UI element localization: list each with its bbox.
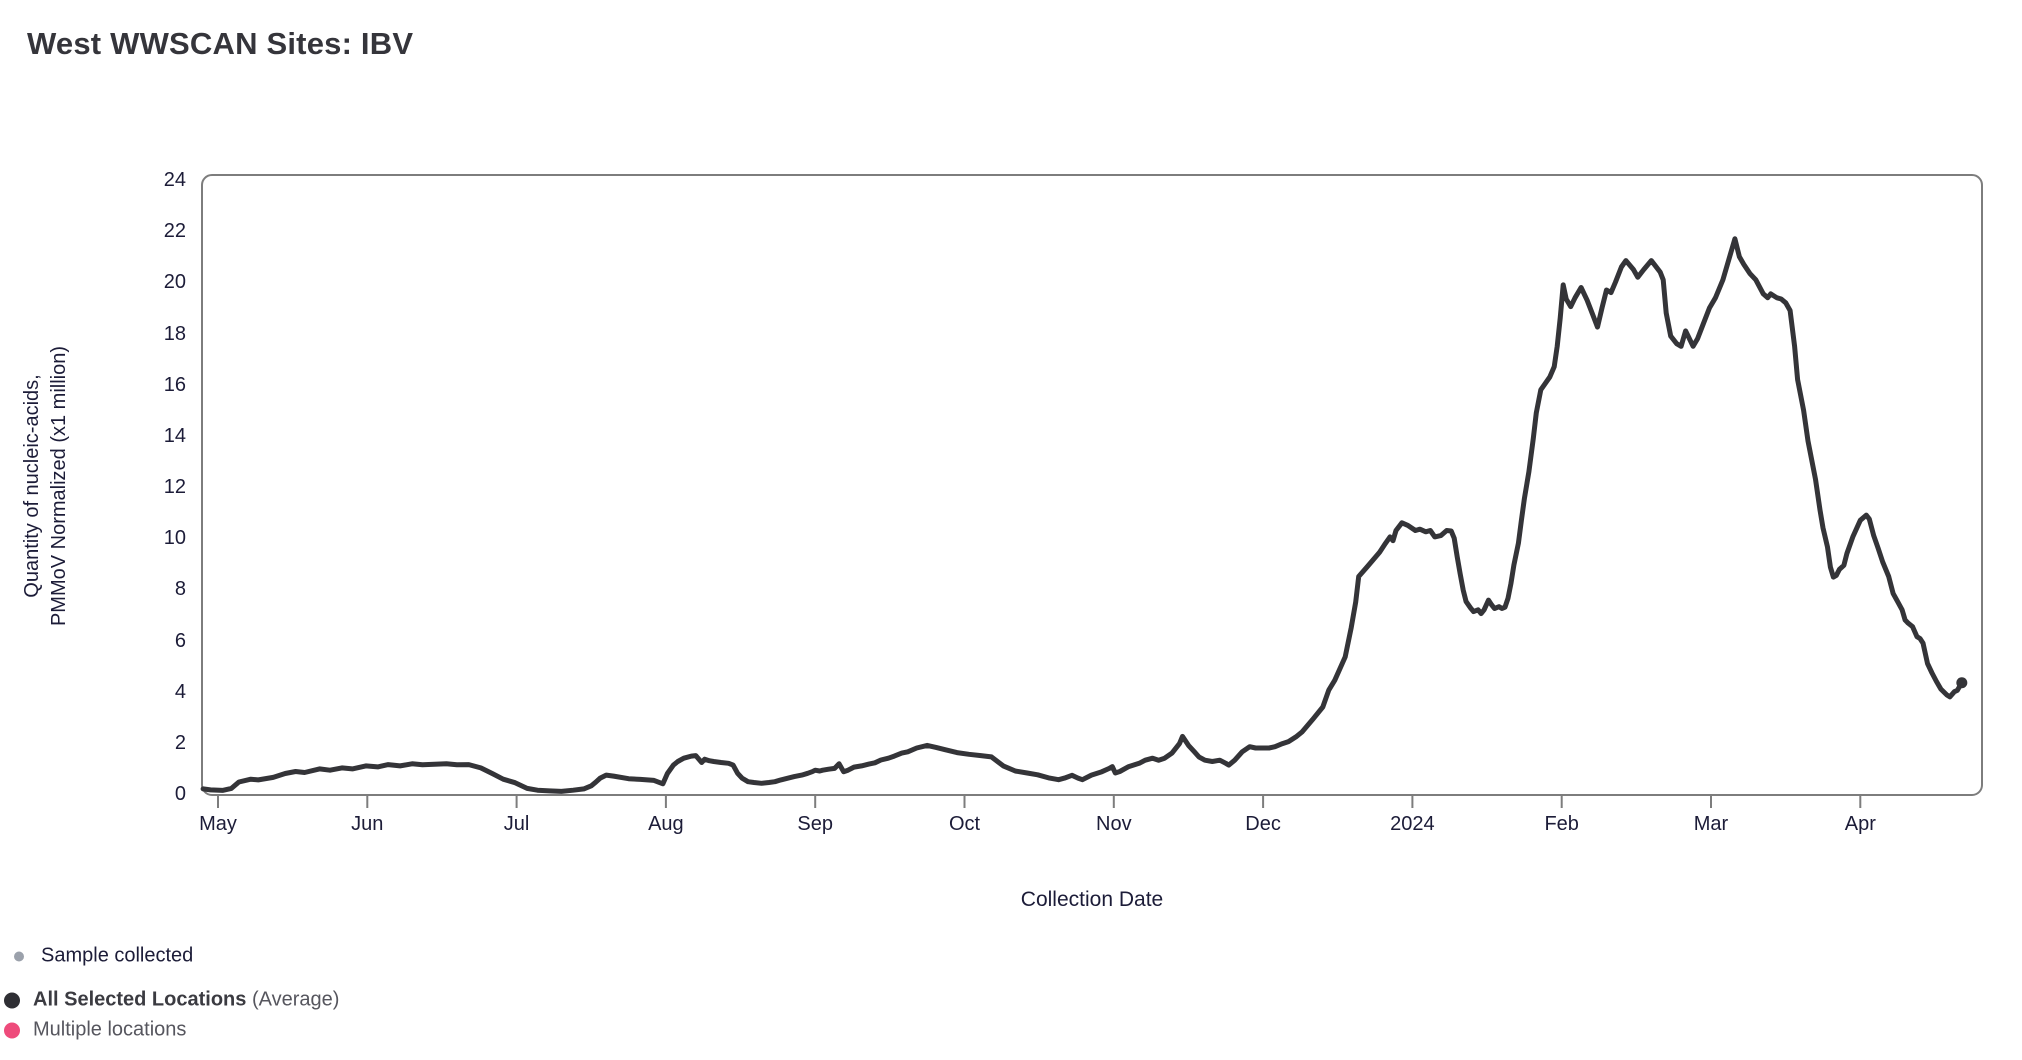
x-axis-label: Collection Date bbox=[1020, 888, 1164, 911]
x-tick-label: Oct bbox=[948, 813, 981, 835]
y-tick-label: 20 bbox=[163, 271, 186, 294]
x-tick-label: 2024 bbox=[1390, 813, 1435, 835]
y-tick-label: 24 bbox=[163, 169, 186, 191]
all-selected-locations-dot-icon bbox=[4, 992, 20, 1008]
sample-collected-dot-icon bbox=[14, 951, 24, 961]
y-tick-label: 12 bbox=[163, 476, 186, 498]
x-tick-label: Aug bbox=[648, 813, 684, 835]
y-tick-label: 8 bbox=[174, 578, 186, 601]
y-tick-label: 14 bbox=[163, 424, 186, 447]
x-tick-label: Dec bbox=[1245, 813, 1281, 835]
y-tick-label: 10 bbox=[163, 527, 186, 550]
legend-label-suffix: (Average) bbox=[246, 988, 340, 1011]
y-tick-label: 6 bbox=[174, 629, 186, 652]
x-tick-label: Sep bbox=[797, 813, 833, 835]
legend-label-multiple-locations: Multiple locations bbox=[33, 1018, 187, 1041]
legend-label-all-selected-locations: All Selected Locations (Average) bbox=[33, 989, 339, 1012]
x-tick-label: Jul bbox=[503, 813, 530, 835]
y-tick-label: 2 bbox=[174, 731, 186, 754]
y-tick-label: 22 bbox=[163, 220, 186, 243]
y-tick-label: 4 bbox=[174, 680, 186, 703]
legend-row-multiple-locations: Multiple locations bbox=[4, 1019, 186, 1042]
x-tick-label: Nov bbox=[1096, 813, 1132, 835]
y-tick-label: 0 bbox=[174, 783, 186, 805]
x-tick-label: May bbox=[199, 813, 237, 835]
x-tick-label: Apr bbox=[1844, 813, 1876, 835]
legend-label-bold: All Selected Locations bbox=[33, 988, 247, 1011]
x-tick-label: Mar bbox=[1693, 813, 1729, 835]
page-title: West WWSCAN Sites: IBV bbox=[27, 26, 414, 61]
y-tick-label: 18 bbox=[163, 322, 186, 345]
y-tick-label: 16 bbox=[163, 373, 186, 396]
legend-label-sample-collected: Sample collected bbox=[41, 944, 194, 967]
legend-row-all-selected-locations: All Selected Locations (Average) bbox=[4, 989, 339, 1012]
multiple-locations-dot-icon bbox=[4, 1022, 20, 1038]
legend-row-sample-collected: Sample collected bbox=[14, 945, 193, 968]
x-tick-label: Jun bbox=[351, 813, 384, 835]
x-tick-label: Feb bbox=[1544, 813, 1579, 835]
